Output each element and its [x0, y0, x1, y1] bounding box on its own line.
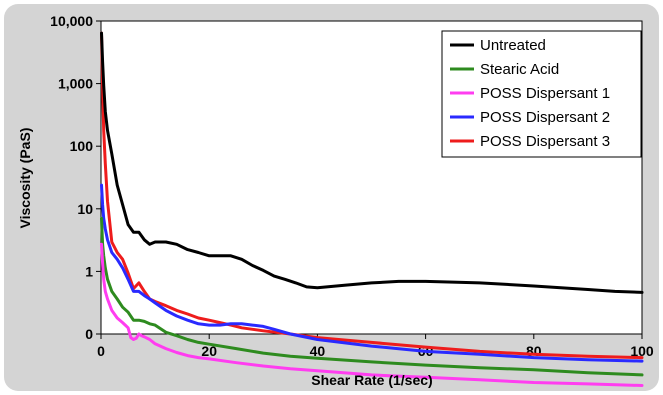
- y-tick-label: 1: [85, 263, 93, 279]
- y-axis-title: Viscosity (PaS): [17, 128, 33, 229]
- x-tick-label: 0: [97, 343, 105, 359]
- series-line-poss-dispersant-2: [100, 183, 644, 363]
- y-tick-label: 10,000: [50, 13, 93, 29]
- x-axis-ticks: 0 20 40 60 80 100: [97, 334, 654, 359]
- legend-label: POSS Dispersant 1: [480, 85, 610, 102]
- legend-label: Stearic Acid: [480, 61, 559, 78]
- series-line-untreated: [100, 31, 644, 294]
- x-tick-label: 40: [310, 343, 326, 359]
- y-tick-label: 1,000: [58, 76, 93, 92]
- legend-label: POSS Dispersant 3: [480, 133, 610, 150]
- series-line-poss-dispersant-1: [100, 242, 644, 387]
- y-tick-label: 10: [77, 201, 93, 217]
- x-tick-label: 20: [201, 343, 217, 359]
- y-tick-label: 0: [85, 326, 93, 342]
- legend: Untreated Stearic Acid POSS Dispersant 1 PO…: [441, 30, 642, 158]
- legend-label: Untreated: [480, 37, 546, 54]
- series-line-stearic-acid: [100, 216, 644, 377]
- x-tick-label: 100: [630, 343, 654, 359]
- x-axis-title: Shear Rate (1/sec): [311, 372, 432, 388]
- legend-label: POSS Dispersant 2: [480, 109, 610, 126]
- series-line-poss-dispersant-3: [100, 31, 644, 360]
- series-lines: [100, 31, 644, 387]
- y-axis-ticks: 0 1 10 100 1,000 10,000: [50, 13, 101, 342]
- legend-box: [441, 30, 642, 158]
- y-tick-label: 100: [70, 138, 94, 154]
